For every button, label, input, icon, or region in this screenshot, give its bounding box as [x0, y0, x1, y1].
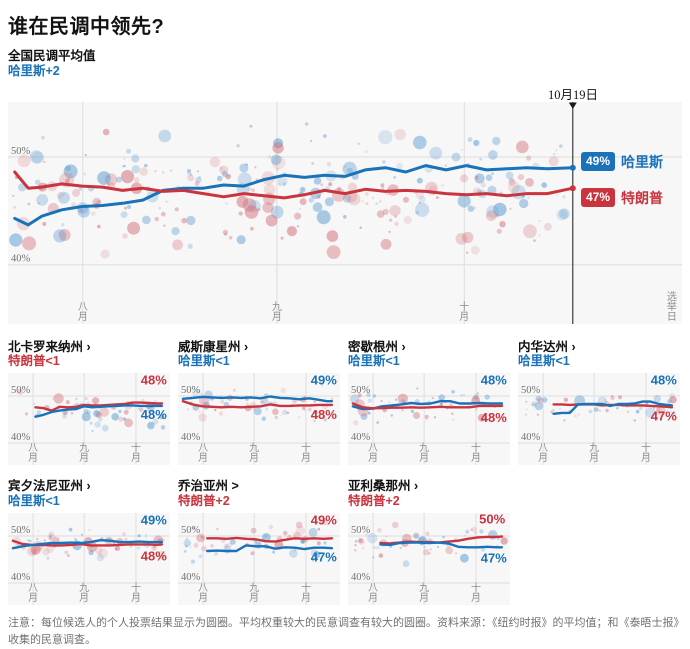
- state-chart-georgia: 50% 40% 八月 九月 十月 49% 47%: [178, 513, 340, 606]
- svg-text:48%: 48%: [141, 373, 167, 388]
- svg-text:47%: 47%: [311, 550, 337, 565]
- svg-text:50%: 50%: [351, 385, 371, 396]
- svg-text:十月: 十月: [131, 441, 141, 464]
- svg-text:47%: 47%: [481, 551, 507, 566]
- state-card-wisconsin: 威斯康星州 › 哈里斯<1 50% 40% 八月 九月 十月 49% 48%: [178, 340, 340, 466]
- svg-text:十月: 十月: [301, 581, 311, 604]
- svg-text:九月: 九月: [419, 582, 429, 604]
- svg-text:48%: 48%: [141, 549, 167, 564]
- svg-text:50%: 50%: [11, 146, 31, 157]
- state-margin-label: 特朗普+2: [348, 493, 400, 508]
- svg-text:49%: 49%: [311, 513, 337, 528]
- state-link-georgia[interactable]: 乔治亚州 >: [178, 479, 239, 494]
- svg-text:40%: 40%: [351, 572, 371, 583]
- state-charts-row-2: 宾夕法尼亚州 › 哈里斯<1 50% 40% 八月 九月 十月 49% 48% 乔治亚州 >…: [8, 479, 682, 606]
- svg-text:47%: 47%: [651, 409, 677, 424]
- svg-text:八月: 八月: [78, 302, 88, 323]
- state-card-nevada: 内华达州 › 哈里斯<1 50% 40% 八月 九月 十月 48% 47%: [518, 340, 680, 466]
- svg-text:50%: 50%: [351, 525, 371, 536]
- svg-text:49%: 49%: [141, 513, 167, 528]
- svg-text:八月: 八月: [28, 583, 38, 604]
- svg-text:48%: 48%: [311, 408, 337, 423]
- svg-text:八月: 八月: [198, 443, 208, 464]
- state-link-arizona[interactable]: 亚利桑那州 ›: [348, 479, 419, 494]
- trump-pct-badge: 47%: [581, 188, 616, 207]
- state-margin-label: 特朗普<1: [8, 354, 60, 368]
- svg-text:48%: 48%: [481, 410, 507, 425]
- state-chart-michigan: 50% 40% 八月 九月 十月 48% 48%: [348, 373, 510, 466]
- state-chart-nevada: 50% 40% 八月 九月 十月 48% 47%: [518, 373, 680, 466]
- svg-text:48%: 48%: [141, 407, 167, 422]
- page-title: 谁在民调中领先?: [8, 16, 165, 38]
- state-card-pennsylvania: 宾夕法尼亚州 › 哈里斯<1 50% 40% 八月 九月 十月 49% 48%: [8, 479, 170, 606]
- svg-text:十月: 十月: [641, 441, 651, 464]
- state-card-arizona: 亚利桑那州 › 特朗普+2 50% 40% 八月 九月 十月 50% 47%: [348, 479, 510, 606]
- svg-text:九月: 九月: [249, 442, 259, 464]
- svg-text:十月: 十月: [471, 441, 481, 464]
- svg-text:九月: 九月: [419, 442, 429, 464]
- harris-legend: 49% 哈里斯: [581, 152, 663, 172]
- svg-text:九月: 九月: [249, 582, 259, 604]
- state-link-pennsylvania[interactable]: 宾夕法尼亚州 ›: [8, 479, 91, 494]
- state-link-north-carolina[interactable]: 北卡罗来纳州 ›: [8, 339, 91, 354]
- svg-text:八月: 八月: [538, 443, 548, 464]
- svg-text:十月: 十月: [131, 581, 141, 604]
- state-chart-pennsylvania: 50% 40% 八月 九月 十月 49% 48%: [8, 513, 170, 606]
- state-margin-label: 特朗普+2: [178, 493, 230, 508]
- harris-pct-badge: 49%: [581, 152, 616, 171]
- svg-text:40%: 40%: [181, 572, 201, 583]
- state-chart-north-carolina: 50% 40% 八月 九月 十月 48% 48%: [8, 373, 170, 466]
- svg-text:48%: 48%: [651, 373, 677, 388]
- harris-name-label: 哈里斯: [621, 153, 664, 170]
- svg-text:十月: 十月: [459, 300, 469, 323]
- state-link-nevada[interactable]: 内华达州 ›: [518, 339, 576, 354]
- svg-text:十月: 十月: [301, 441, 311, 464]
- svg-text:40%: 40%: [181, 432, 201, 443]
- svg-text:九月: 九月: [79, 582, 89, 604]
- svg-text:50%: 50%: [479, 513, 505, 527]
- svg-text:选举日: 选举日: [667, 290, 677, 323]
- svg-text:九月: 九月: [589, 442, 599, 464]
- svg-text:40%: 40%: [11, 253, 31, 264]
- svg-text:九月: 九月: [272, 301, 282, 323]
- chart-subtitle: 全国民调平均值: [8, 49, 96, 63]
- trump-legend: 47% 特朗普: [581, 188, 663, 208]
- svg-text:40%: 40%: [11, 432, 31, 443]
- svg-text:50%: 50%: [11, 385, 31, 396]
- state-link-michigan[interactable]: 密歇根州 ›: [348, 339, 406, 354]
- svg-text:50%: 50%: [11, 525, 31, 536]
- source-note: 注意：每位候选人的个人投票结果显示为圆圈。平均权重较大的民意调查有较大的圆圈。资…: [8, 617, 679, 647]
- svg-text:40%: 40%: [11, 572, 31, 583]
- date-annotation: 10月19日: [547, 87, 598, 102]
- state-card-michigan: 密歇根州 › 哈里斯<1 50% 40% 八月 九月 十月 48% 48%: [348, 340, 510, 466]
- national-lead-margin: 哈里斯+2: [8, 64, 60, 78]
- national-poll-chart: 10月19日 50% 40% 八月 九月 十月 选举日 49% 哈里斯 47% 特朗普: [8, 88, 682, 324]
- state-margin-label: 哈里斯<1: [518, 354, 570, 368]
- state-margin-label: 哈里斯<1: [348, 354, 400, 368]
- state-charts-row-1: 北卡罗来纳州 › 特朗普<1 50% 40% 八月 九月 十月 48% 48% 威斯康星州 …: [8, 340, 682, 466]
- svg-text:八月: 八月: [368, 583, 378, 604]
- svg-text:49%: 49%: [311, 373, 337, 388]
- svg-text:50%: 50%: [181, 525, 201, 536]
- trump-name-label: 特朗普: [621, 189, 664, 206]
- svg-text:50%: 50%: [521, 385, 541, 396]
- svg-text:八月: 八月: [368, 443, 378, 464]
- state-chart-wisconsin: 50% 40% 八月 九月 十月 49% 48%: [178, 373, 340, 466]
- svg-text:40%: 40%: [521, 432, 541, 443]
- state-chart-arizona: 50% 40% 八月 九月 十月 50% 47%: [348, 512, 510, 606]
- state-margin-label: 哈里斯<1: [178, 354, 230, 368]
- national-chart-canvas: 50% 40% 八月 九月 十月 选举日: [8, 101, 682, 324]
- state-card-north-carolina: 北卡罗来纳州 › 特朗普<1 50% 40% 八月 九月 十月 48% 48%: [8, 340, 170, 466]
- state-card-georgia: 乔治亚州 > 特朗普+2 50% 40% 八月 九月 十月 49% 47%: [178, 479, 340, 606]
- svg-text:八月: 八月: [28, 443, 38, 464]
- state-margin-label: 哈里斯<1: [8, 493, 60, 508]
- svg-text:48%: 48%: [481, 373, 507, 388]
- svg-text:十月: 十月: [471, 581, 481, 604]
- state-link-wisconsin[interactable]: 威斯康星州 ›: [178, 339, 249, 354]
- svg-text:九月: 九月: [79, 442, 89, 464]
- svg-text:40%: 40%: [351, 432, 371, 443]
- svg-text:八月: 八月: [198, 583, 208, 604]
- svg-text:50%: 50%: [181, 385, 201, 396]
